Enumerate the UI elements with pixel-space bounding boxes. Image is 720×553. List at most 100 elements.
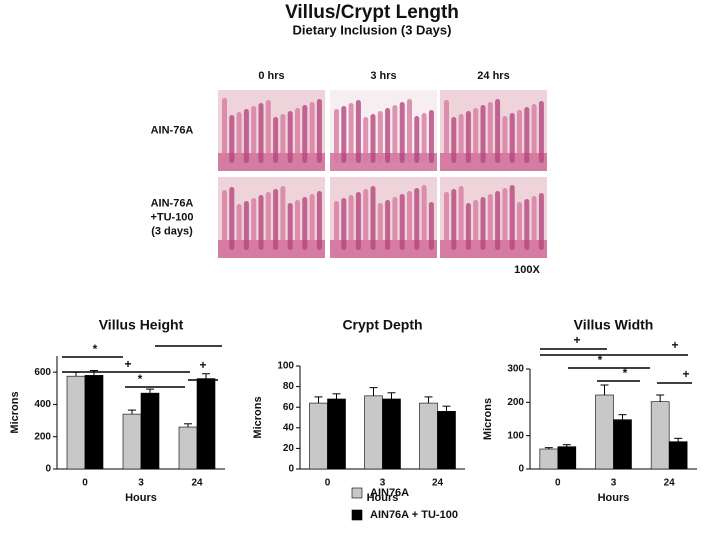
villus [392, 105, 398, 163]
villus [302, 197, 308, 250]
y-tick-label: 200 [34, 431, 51, 442]
x-axis-label: Hours [125, 492, 157, 504]
villus [355, 100, 361, 163]
magnification: 100X [514, 264, 540, 276]
villus [355, 192, 361, 250]
villus [295, 200, 300, 250]
legend-label: AIN76A + TU-100 [370, 509, 458, 521]
villus [348, 103, 354, 163]
villus [280, 114, 286, 163]
villus [509, 113, 515, 163]
villus [265, 192, 271, 250]
row-label: (3 days) [151, 225, 193, 237]
villus [243, 109, 249, 163]
villus [309, 102, 315, 163]
x-tick-label: 24 [664, 478, 676, 489]
significance-mark: + [199, 358, 206, 372]
villus [302, 105, 308, 163]
villus [222, 190, 227, 250]
villus [451, 189, 457, 250]
x-tick-label: 3 [380, 478, 386, 489]
villus [524, 107, 530, 163]
villus [421, 113, 427, 163]
series [309, 387, 438, 470]
y-axis-label: Microns [482, 398, 494, 440]
y-tick-label: 200 [507, 397, 524, 408]
bar [613, 419, 632, 470]
villus [295, 108, 300, 163]
villus [251, 106, 257, 163]
villus [458, 114, 464, 163]
villus [509, 185, 515, 250]
significance-mark: + [573, 333, 580, 347]
villus [399, 194, 405, 250]
villus [517, 202, 522, 250]
bar [327, 398, 346, 470]
row-label: +TU-100 [150, 211, 193, 223]
bar [364, 395, 383, 470]
x-tick-label: 3 [611, 478, 617, 489]
bar [650, 401, 670, 470]
y-tick-label: 400 [34, 399, 51, 410]
bar [178, 426, 198, 470]
bar [84, 375, 104, 470]
villus [473, 200, 479, 250]
column-label: 24 hrs [477, 70, 509, 82]
villus [538, 101, 544, 163]
bar [437, 411, 456, 470]
y-axis-label: Microns [252, 396, 264, 438]
significance-mark: + [671, 338, 678, 352]
chart-title: Villus Height [99, 317, 184, 333]
villus [444, 100, 449, 163]
villus [236, 204, 242, 250]
micrograph [330, 90, 437, 171]
bar [419, 402, 438, 470]
villus [334, 109, 339, 163]
y-tick-label: 0 [518, 464, 524, 475]
villus [363, 189, 369, 250]
legend-swatch [351, 509, 363, 521]
villus [414, 188, 420, 250]
villus [273, 189, 279, 250]
micrograph [218, 90, 325, 171]
chart-title: Villus Width [574, 317, 654, 333]
column-label: 3 hrs [370, 70, 396, 82]
villus [334, 201, 339, 250]
villus [370, 114, 376, 163]
bar [122, 413, 142, 470]
x-axis-label: Hours [367, 492, 399, 504]
villus [348, 195, 354, 250]
bar [382, 398, 401, 470]
row-label: AIN-76A [151, 124, 194, 136]
villus [392, 197, 398, 250]
villus [407, 99, 412, 163]
villus [229, 187, 235, 250]
y-tick-label: 100 [507, 430, 524, 441]
row-label: AIN-76A [151, 197, 194, 209]
micrograph [440, 177, 547, 258]
legend-label: AIN76A [370, 487, 409, 499]
villus [341, 106, 347, 163]
villus [458, 186, 464, 250]
significance-mark: * [138, 372, 143, 386]
villus [287, 203, 293, 250]
villus [370, 186, 376, 250]
significance-mark: + [682, 367, 689, 381]
villus [280, 186, 286, 250]
villus [243, 201, 249, 250]
villus [414, 116, 420, 163]
significance-mark: + [124, 357, 131, 371]
villus [251, 198, 257, 250]
y-tick-label: 600 [34, 367, 51, 378]
villus [473, 108, 479, 163]
legend-swatch [351, 487, 363, 499]
villus [341, 198, 347, 250]
y-tick-label: 80 [283, 381, 295, 392]
villus [385, 200, 391, 250]
villus [287, 111, 293, 163]
y-tick-label: 0 [45, 464, 51, 475]
micrograph [218, 177, 325, 258]
column-label: 0 hrs [258, 70, 284, 82]
villus [428, 202, 434, 250]
